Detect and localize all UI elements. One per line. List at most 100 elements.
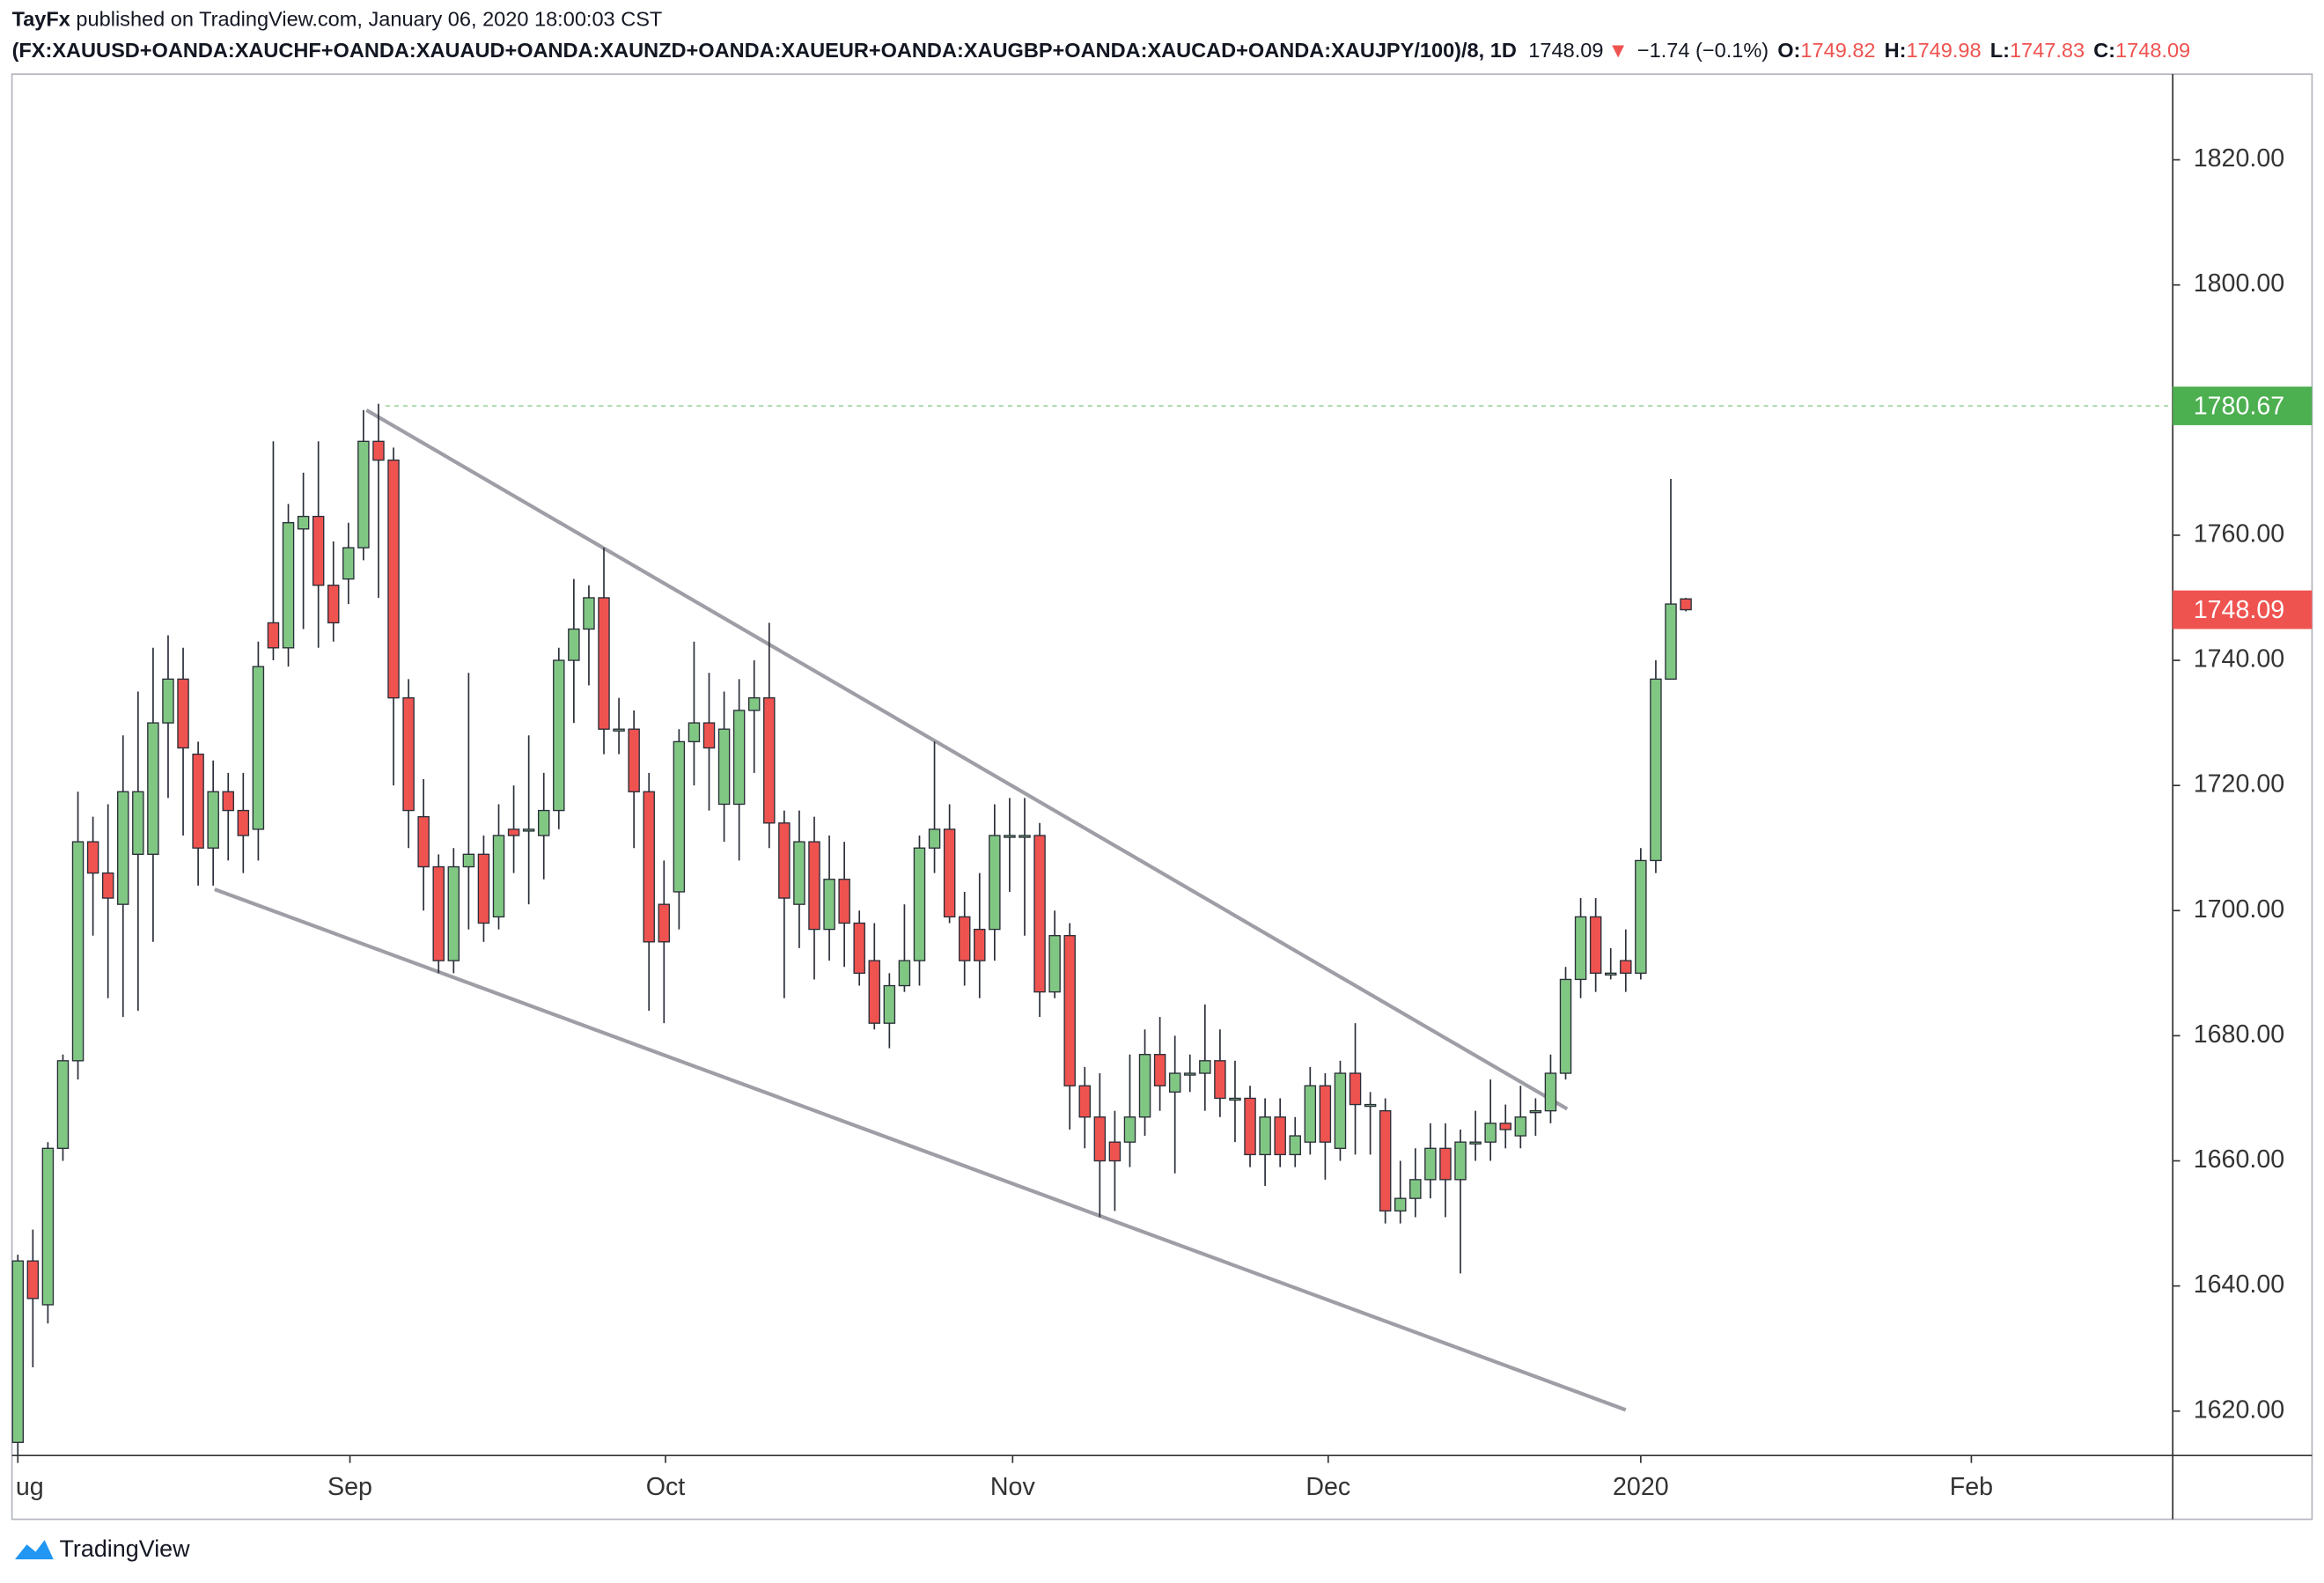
candle-body [1319,1085,1332,1143]
candle-body [1274,1116,1286,1156]
candle-body [117,791,129,905]
candle-body [1394,1197,1407,1212]
candle-body [1680,598,1692,611]
y-tick-label: 1800.00 [2194,269,2284,298]
candle-body [1620,960,1632,975]
header-line-1: TayFx published on TradingView.com, Janu… [12,8,663,31]
candle-body [553,659,565,812]
candle-body [643,791,655,943]
candle-body [1214,1060,1226,1100]
y-tick-label: 1720.00 [2194,770,2284,799]
candle-body [1199,1060,1211,1074]
candle-body [1364,1103,1377,1108]
y-tick-label: 1660.00 [2194,1145,2284,1174]
candle-body [583,597,595,630]
footer-logo: TradingView [14,1535,190,1562]
candle-body [282,522,295,649]
candle-body [1244,1097,1256,1156]
last-price-box [2173,590,2313,630]
candle-body [1153,1054,1166,1086]
candle-body [1439,1147,1452,1181]
candle-body [462,853,475,868]
candle-body [162,678,174,724]
candle-body [297,515,310,530]
candle-body [1499,1123,1511,1130]
c-label: C: [2093,39,2115,62]
candle-body [1574,916,1587,981]
candle-body [1078,1085,1091,1118]
candle-body [1334,1072,1347,1149]
l-label: L: [1990,39,2010,62]
candle-body [838,879,850,924]
candle-body [853,922,865,975]
candle-body [943,828,956,918]
candle-body [1349,1072,1362,1106]
candle-body [177,678,189,749]
arrow: ▼ [1607,39,1628,62]
candle-body [1019,835,1031,838]
candle-body [432,865,445,961]
candle-body [1063,935,1076,1086]
candle-body [1123,1116,1136,1143]
candle-body [1108,1141,1122,1162]
candle-body [928,828,941,849]
price-line-label: 1780.67 [2194,392,2284,420]
candle-body [747,696,761,711]
header-line-2: (FX:XAUUSD+OANDA:XAUCHF+OANDA:XAUAUD+OAN… [12,39,2191,62]
candle-body [1033,835,1046,993]
candle-body [327,585,340,624]
candle-body [1454,1141,1467,1181]
candle-body [1604,972,1617,976]
candle-body [1665,603,1677,681]
x-tick-label: Dec [1305,1473,1350,1501]
candle-body [1259,1116,1271,1156]
last: 1748.09 [1528,39,1603,62]
candle-body [673,740,686,893]
candle-body [237,809,250,836]
candle-body [537,809,550,836]
candle-body [447,865,460,961]
frame [11,73,2313,1520]
candle-body [1379,1109,1392,1212]
y-tick-label: 1700.00 [2194,895,2284,924]
y-tick-label: 1760.00 [2194,519,2284,548]
candle-body [1484,1123,1497,1143]
candle-body [1650,678,1662,862]
trendline [214,887,1627,1412]
published: published on TradingView.com, January 06… [76,8,662,31]
candle-body [71,841,85,1062]
candle-body [56,1060,70,1149]
candle-body [958,916,971,961]
brand: TradingView [59,1535,190,1562]
candle-body [1589,916,1602,975]
o-label: O: [1777,39,1800,62]
h-label: H: [1885,39,1907,62]
candle-body [658,903,671,943]
candle-body [101,872,114,899]
l: 1747.83 [2010,39,2085,62]
x-tick-label: Feb [1950,1473,1993,1501]
logo-icon [14,1540,54,1560]
candle-body [207,791,219,849]
candle-body [357,440,370,549]
x-tick-label: Nov [990,1473,1036,1501]
candle-body [717,728,731,806]
candle-body [312,515,325,586]
candle-body [1635,859,1647,975]
y-tick-label: 1740.00 [2194,645,2284,674]
candle-body [688,722,701,743]
candle-body [613,728,625,732]
candle-body [1004,835,1016,838]
c: 1748.09 [2115,39,2190,62]
candle-body [387,459,400,699]
candle-body [913,847,926,961]
last-price-label: 1748.09 [2194,596,2284,624]
candle-body [342,547,355,580]
plot [11,403,1692,1456]
candle-body [1424,1147,1437,1181]
candle-body [11,1260,24,1443]
candle-body [883,984,896,1024]
candle-body [823,879,835,931]
candle-body [989,835,1001,931]
candle-body [778,822,791,899]
